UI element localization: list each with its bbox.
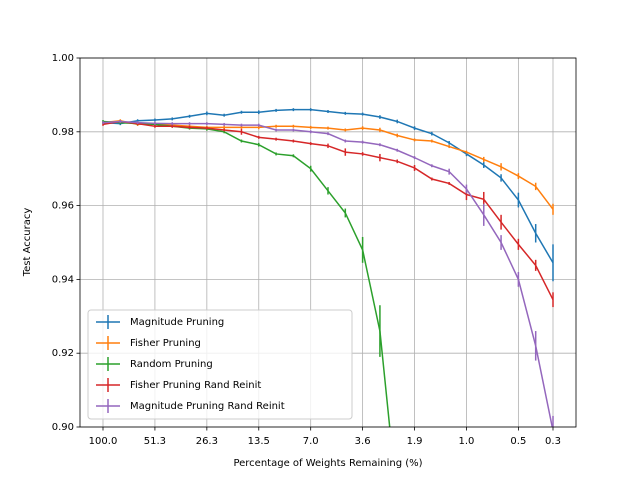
plot-frame [79,57,577,428]
series [102,108,554,427]
legend-box [87,309,353,420]
x-tick-label: 1.9 [407,436,423,447]
x-tick-label: 26.3 [196,436,218,447]
x-tick-label: 100.0 [89,436,118,447]
legend-label: Fisher Pruning Rand Reinit [130,380,261,391]
y-tick-label: 0.94 [52,274,74,285]
y-axis-label: Test Accuracy [22,208,33,278]
x-tick-label: 1.0 [459,436,475,447]
x-tick-label: 51.3 [144,436,166,447]
y-tick-label: 0.96 [52,201,74,212]
x-tick-label: 13.5 [248,436,270,447]
y-tick-label: 1.00 [52,53,74,64]
y-tick-label: 0.90 [52,422,74,433]
legend: Magnitude Pruning Fisher Pruning Random Pr… [87,309,353,420]
x-axis-label: Percentage of Weights Remaining (%) [233,458,422,469]
y-tick-label: 0.92 [52,348,74,359]
x-tick-label: 7.0 [303,436,319,447]
series-line [102,120,391,427]
legend-label: Magnitude Pruning Rand Reinit [130,401,285,412]
legend-label: Fisher Pruning [130,338,201,349]
x-tick-label: 0.5 [510,436,526,447]
series-line [102,120,554,301]
legend-label: Random Pruning [130,359,213,370]
legend-label: Magnitude Pruning [130,317,224,328]
x-tick-label: 3.6 [355,436,371,447]
ticks: 0.90 0.92 0.94 0.96 0.98 1.00 100.0 51.3 26.3 13.… [52,53,561,447]
y-tick-label: 0.98 [52,127,74,138]
x-tick-label: 0.3 [545,436,561,447]
